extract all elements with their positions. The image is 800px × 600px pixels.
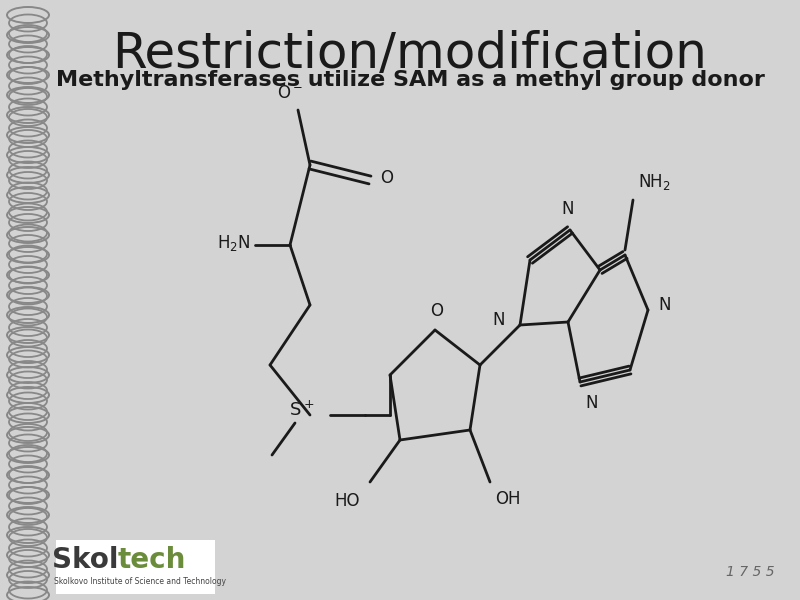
Text: S$^+$: S$^+$ (290, 400, 314, 419)
Text: OH: OH (495, 490, 521, 508)
Text: N: N (658, 296, 670, 314)
Text: 1 7 5 5: 1 7 5 5 (726, 565, 774, 579)
Text: Skol: Skol (51, 546, 118, 574)
Text: O: O (380, 169, 393, 187)
Text: Restriction/modification: Restriction/modification (113, 30, 707, 78)
Text: NH$_2$: NH$_2$ (638, 172, 670, 192)
Text: H$_2$N: H$_2$N (217, 233, 250, 253)
Text: N: N (585, 394, 598, 412)
Text: N: N (493, 311, 505, 329)
Text: Methyltransferases utilize SAM as a methyl group donor: Methyltransferases utilize SAM as a meth… (55, 70, 765, 90)
Text: O$^-$: O$^-$ (277, 84, 303, 102)
Text: tech: tech (118, 546, 186, 574)
FancyBboxPatch shape (56, 540, 215, 594)
Text: Skolkovo Institute of Science and Technology: Skolkovo Institute of Science and Techno… (54, 577, 226, 587)
Text: N: N (562, 200, 574, 218)
Text: HO: HO (334, 492, 360, 510)
Text: O: O (430, 302, 443, 320)
